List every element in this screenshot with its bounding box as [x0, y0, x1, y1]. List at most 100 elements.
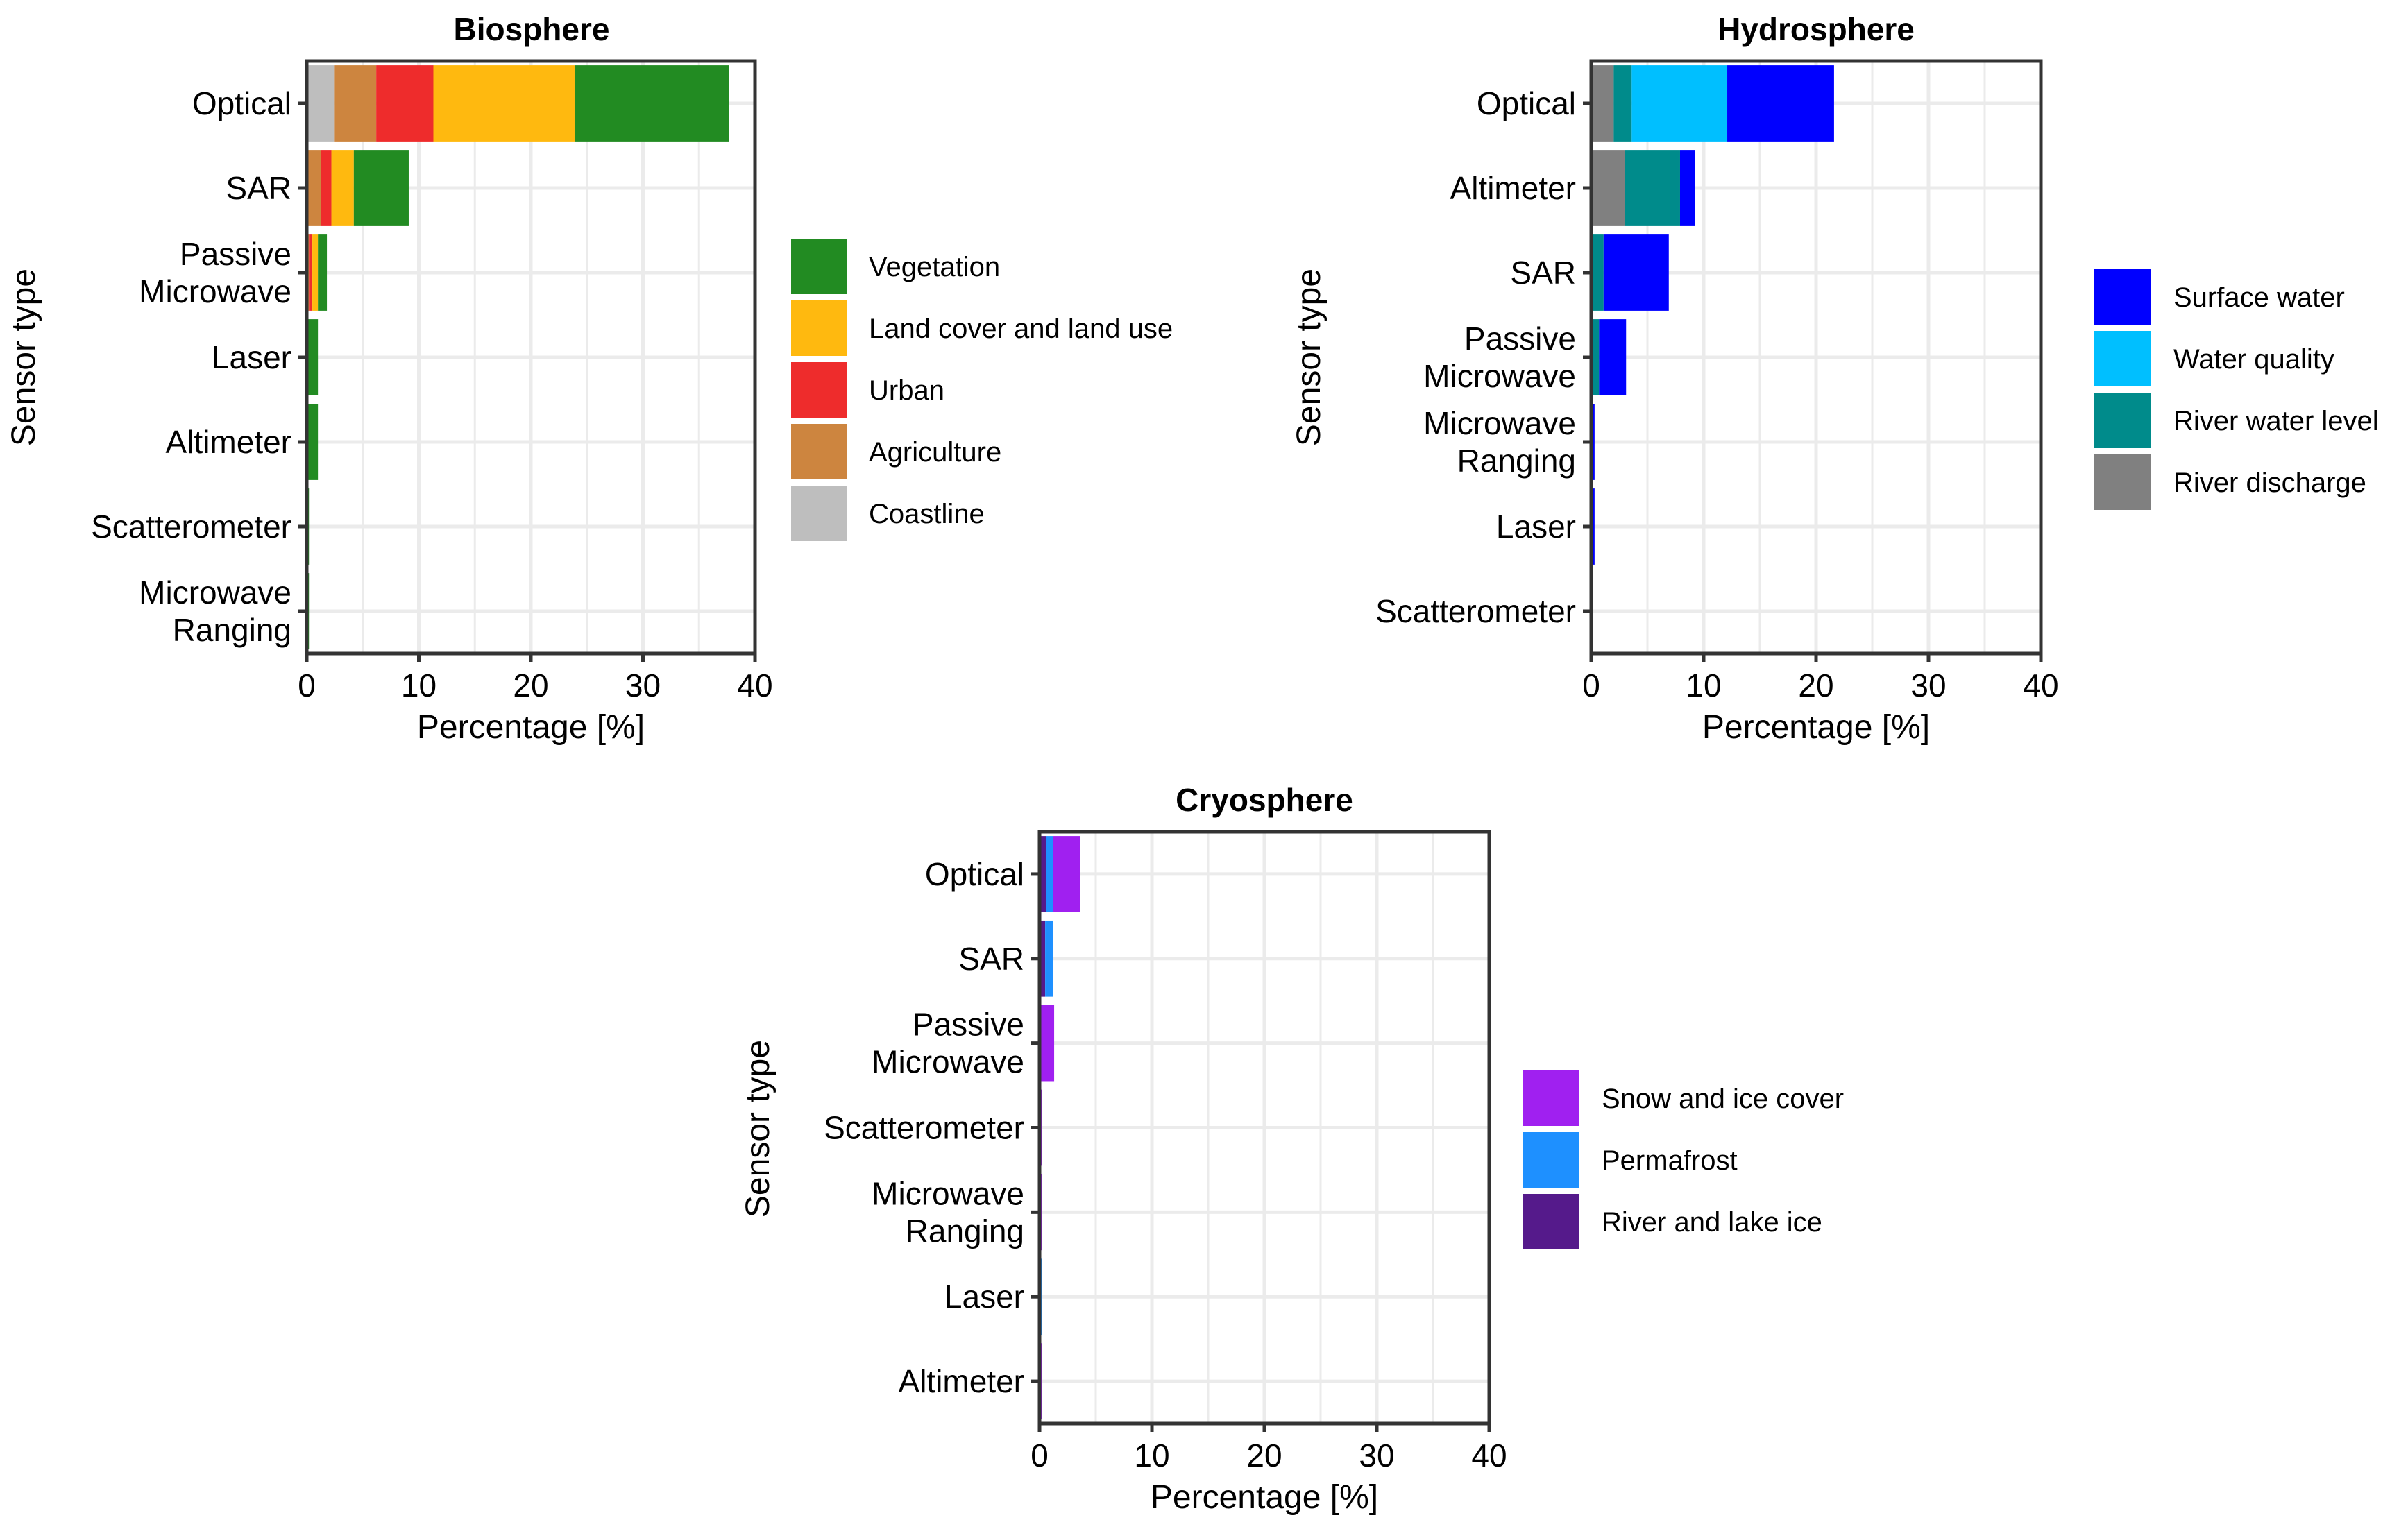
hydrosphere-bar-optical-river-discharge: River discharge: 2	[1591, 65, 1614, 142]
biosphere-y-tick-label-line: Scatterometer	[91, 509, 291, 545]
biosphere-legend-label-coastline: Coastline	[869, 499, 985, 529]
biosphere-y-tick-label: Laser	[212, 339, 291, 375]
cryosphere-y-tick-label-line: SAR	[958, 941, 1024, 977]
hydrosphere-y-tick-label-line: Altimeter	[1450, 170, 1576, 206]
hydrosphere-bar-sar-surface-water: Surface water: 5.8	[1603, 234, 1669, 311]
biosphere-y-tick-label-line: Optical	[192, 85, 291, 121]
hydrosphere-legend-label-river-water-level: River water level	[2173, 406, 2379, 436]
cryosphere-y-tick-label-line: Laser	[944, 1279, 1024, 1315]
biosphere-x-tick-label: 30	[625, 667, 661, 703]
cryosphere-y-tick-label-line: Altimeter	[899, 1363, 1024, 1399]
cryosphere-x-tick-label: 40	[1471, 1437, 1507, 1474]
biosphere-legend-label-land-cover-and-land-use: Land cover and land use	[869, 314, 1173, 344]
cryosphere-bar-optical-river-and-lake-ice: River and lake ice: 0.6	[1040, 836, 1046, 912]
hydrosphere-x-tick-label: 30	[1910, 667, 1946, 703]
hydrosphere-y-tick-label-line: SAR	[1510, 255, 1576, 291]
cryosphere-legend-label-river-and-lake-ice: River and lake ice	[1602, 1207, 1822, 1238]
biosphere-x-axis-title: Percentage [%]	[417, 709, 645, 746]
hydrosphere-bar-sar-river-water-level: River water level: 1.1	[1591, 234, 1604, 311]
cryosphere-y-tick-label-line: Ranging	[906, 1213, 1024, 1249]
biosphere-bar-optical-vegetation: Vegetation: 13.8	[574, 65, 729, 142]
hydrosphere-y-tick-label: SAR	[1510, 255, 1576, 291]
biosphere-legend-swatch-land-cover-and-land-use	[791, 300, 847, 356]
biosphere-title: Biosphere	[454, 11, 610, 47]
cryosphere-y-tick-label: Scatterometer	[824, 1110, 1024, 1146]
biosphere-y-tick-label-line: Ranging	[173, 612, 291, 648]
hydrosphere-x-tick-label: 20	[1798, 667, 1833, 703]
hydrosphere-bar-altimeter-river-water-level: River water level: 4.9	[1625, 150, 1680, 226]
biosphere-x-tick-label: 0	[298, 667, 316, 703]
biosphere-bar-sar-land-cover-and-land-use: Land cover and land use: 2	[331, 150, 354, 226]
cryosphere-y-tick-label-line: Microwave	[872, 1044, 1024, 1080]
hydrosphere-bar-altimeter-river-discharge: River discharge: 3	[1591, 150, 1625, 226]
hydrosphere-y-tick-label-line: Optical	[1477, 85, 1576, 121]
biosphere-panel: Coastline: 2.5Agriculture: 3.7Urban: 5.1…	[6, 11, 1173, 746]
hydrosphere-y-tick-label-line: Ranging	[1457, 443, 1576, 479]
biosphere-bar-sar-agriculture: Agriculture: 1.3	[307, 150, 321, 226]
hydrosphere-y-tick-label-line: Passive	[1464, 321, 1576, 357]
biosphere-legend-label-vegetation: Vegetation	[869, 252, 1000, 282]
biosphere-bar-optical-coastline: Coastline: 2.5	[307, 65, 335, 142]
hydrosphere-legend-swatch-river-water-level	[2094, 393, 2151, 448]
cryosphere-bar-passive-microwave-snow-and-ice-cover: Snow and ice cover: 1.2	[1040, 1005, 1055, 1082]
biosphere-x-tick-label: 10	[401, 667, 436, 703]
biosphere-y-tick-label: SAR	[226, 170, 291, 206]
biosphere-legend-swatch-urban	[791, 362, 847, 418]
biosphere-legend-swatch-coastline	[791, 486, 847, 541]
cryosphere-y-tick-label-line: Passive	[913, 1007, 1024, 1043]
biosphere-x-tick-label: 40	[737, 667, 772, 703]
cryosphere-legend-label-permafrost: Permafrost	[1602, 1145, 1738, 1176]
hydrosphere-bar-altimeter-surface-water: Surface water: 1.3	[1679, 150, 1695, 226]
hydrosphere-x-tick-label: 0	[1582, 667, 1600, 703]
biosphere-y-tick-label-line: Altimeter	[166, 424, 291, 460]
cryosphere-x-tick-label: 0	[1031, 1437, 1049, 1474]
cryosphere-x-tick-label: 20	[1246, 1437, 1282, 1474]
hydrosphere-y-tick-label-line: Microwave	[1423, 358, 1576, 394]
hydrosphere-x-tick-label: 40	[2023, 667, 2058, 703]
hydrosphere-y-tick-label: Optical	[1477, 85, 1576, 121]
biosphere-y-tick-label: Scatterometer	[91, 509, 291, 545]
biosphere-y-tick-label-line: Microwave	[139, 273, 291, 309]
hydrosphere-legend-swatch-water-quality	[2094, 331, 2151, 386]
biosphere-bar-sar-vegetation: Vegetation: 4.9	[353, 150, 409, 226]
biosphere-y-tick-label-line: Passive	[180, 236, 291, 272]
cryosphere-bar-sar-river-and-lake-ice: River and lake ice: 0.5	[1040, 920, 1046, 997]
hydrosphere-y-axis-title: Sensor type	[1291, 268, 1328, 446]
biosphere-y-tick-label: Optical	[192, 85, 291, 121]
hydrosphere-legend-label-surface-water: Surface water	[2173, 282, 2345, 313]
hydrosphere-y-tick-label-line: Microwave	[1423, 405, 1576, 441]
biosphere-y-tick-label-line: Microwave	[139, 574, 291, 610]
biosphere-bar-sar-urban: Urban: 0.9	[321, 150, 332, 226]
biosphere-legend-swatch-agriculture	[791, 424, 847, 479]
cryosphere-y-tick-label: SAR	[958, 941, 1024, 977]
hydrosphere-bar-passive-microwave-surface-water: Surface water: 2.4	[1599, 319, 1627, 395]
biosphere-y-tick-label: Microwave Ranging	[139, 574, 291, 648]
cryosphere-legend-label-snow-and-ice-cover: Snow and ice cover	[1602, 1084, 1844, 1114]
hydrosphere-bar-optical-water-quality: Water quality: 8.5	[1631, 65, 1728, 142]
cryosphere-y-tick-label-line: Microwave	[872, 1175, 1024, 1211]
cryosphere-x-tick-label: 30	[1359, 1437, 1394, 1474]
hydrosphere-y-tick-label-line: Scatterometer	[1375, 593, 1576, 629]
hydrosphere-bar-optical-river-water-level: River water level: 1.6	[1613, 65, 1632, 142]
hydrosphere-y-tick-label: Altimeter	[1450, 170, 1576, 206]
cryosphere-legend-swatch-snow-and-ice-cover	[1523, 1070, 1579, 1126]
cryosphere-y-tick-label: Laser	[944, 1279, 1024, 1315]
hydrosphere-y-tick-label: Passive Microwave	[1423, 321, 1576, 394]
cryosphere-bar-optical-permafrost: Permafrost: 0.6	[1046, 836, 1053, 912]
biosphere-y-axis-title: Sensor type	[6, 268, 42, 446]
biosphere-bar-passive-microwave-vegetation: Vegetation: 0.8	[318, 234, 328, 311]
biosphere-y-tick-label-line: Laser	[212, 339, 291, 375]
cryosphere-y-axis-title: Sensor type	[740, 1040, 777, 1218]
cryosphere-y-tick-label: Microwave Ranging	[872, 1175, 1024, 1249]
cryosphere-legend-swatch-permafrost	[1523, 1132, 1579, 1188]
hydrosphere-bar-optical-surface-water: Surface water: 9.5	[1727, 65, 1834, 142]
hydrosphere-x-tick-label: 10	[1686, 667, 1721, 703]
biosphere-bar-altimeter-vegetation: Vegetation: 1	[307, 404, 319, 480]
cryosphere-bar-optical-snow-and-ice-cover: Snow and ice cover: 2.4	[1053, 836, 1080, 912]
hydrosphere-legend-label-river-discharge: River discharge	[2173, 468, 2366, 498]
hydrosphere-y-tick-label: Laser	[1496, 509, 1576, 545]
biosphere-bar-laser-vegetation: Vegetation: 1	[307, 319, 319, 395]
biosphere-y-tick-label: Passive Microwave	[139, 236, 291, 309]
biosphere-bar-optical-agriculture: Agriculture: 3.7	[334, 65, 377, 142]
